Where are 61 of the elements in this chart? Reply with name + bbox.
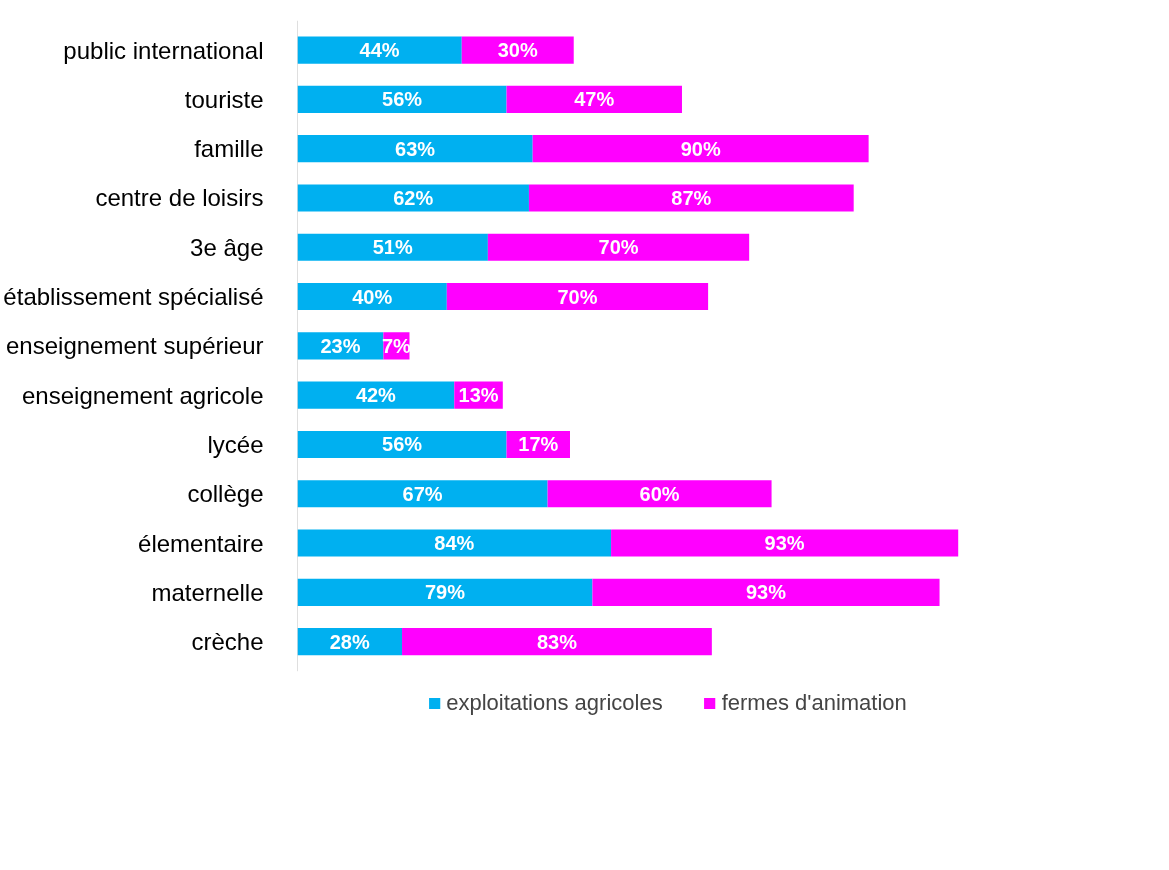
bar (297, 283, 447, 311)
y-tick-label: crèche (191, 628, 264, 656)
bar (297, 480, 548, 508)
bar (402, 628, 712, 656)
data-label: 17% (518, 433, 559, 456)
y-tick-label: touriste (184, 85, 264, 113)
bar (506, 85, 682, 113)
y-tick-label: public international (63, 36, 264, 64)
data-label: 56% (382, 433, 423, 456)
bar (528, 184, 854, 212)
data-label: 56% (382, 88, 423, 111)
bar (297, 85, 507, 113)
data-label: 83% (536, 630, 578, 653)
bar (297, 578, 593, 606)
data-label: 67% (402, 482, 443, 505)
bar (297, 430, 507, 458)
data-label: 51% (372, 236, 413, 259)
data-label: 93% (745, 581, 787, 604)
data-label: 60% (639, 482, 680, 505)
y-tick-label: collège (187, 480, 264, 508)
y-tick-label: 3e âge (190, 233, 264, 261)
bar (297, 184, 529, 212)
data-label: 84% (434, 532, 475, 555)
data-label: 63% (395, 137, 436, 160)
y-tick-label: famille (194, 135, 264, 163)
bar (532, 135, 869, 163)
data-label: 40% (352, 285, 393, 308)
y-tick-label: enseignement supérieur (6, 332, 264, 360)
legend-label: exploitations agricoles (446, 690, 663, 716)
bar (547, 480, 772, 508)
bar (297, 233, 488, 261)
bar (297, 529, 612, 557)
data-label: 79% (424, 581, 466, 604)
data-label: 70% (598, 236, 639, 259)
data-label: 28% (329, 630, 370, 653)
y-tick-label: élementaire (138, 529, 264, 557)
bar (297, 381, 455, 409)
data-label: 87% (671, 186, 712, 209)
bar (297, 36, 462, 64)
data-label: 23% (320, 334, 361, 357)
data-label: 90% (680, 137, 721, 160)
bar (297, 135, 533, 163)
data-label: 93% (764, 532, 805, 555)
y-tick-label: lycée (207, 430, 264, 458)
data-label: 70% (557, 285, 598, 308)
data-label: 62% (393, 186, 434, 209)
bar (592, 578, 940, 606)
bar (487, 233, 750, 261)
bar (611, 529, 959, 557)
data-label: 13% (458, 384, 499, 407)
data-label: 47% (574, 88, 615, 111)
y-tick-label: centre de loisirs (95, 184, 264, 212)
data-label: 44% (359, 39, 400, 62)
data-label: 7% (381, 334, 412, 357)
bar (446, 283, 709, 311)
data-label: 42% (355, 384, 397, 407)
y-tick-label: établissement spécialisé (3, 283, 264, 311)
y-tick-label: maternelle (151, 578, 264, 606)
legend-label: fermes d'animation (721, 690, 907, 716)
y-tick-label: enseignement agricole (22, 381, 264, 409)
data-label: 30% (497, 39, 538, 62)
